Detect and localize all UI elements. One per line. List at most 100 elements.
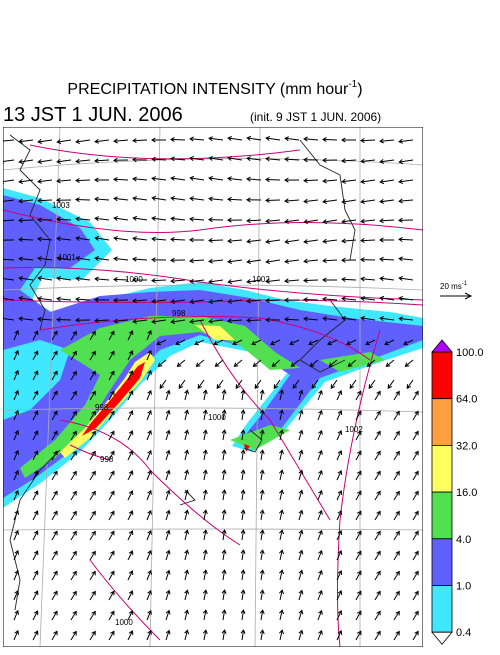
wind-arrow	[216, 379, 224, 389]
wind-arrow	[56, 139, 72, 145]
colorbar: 100.0 64.0 32.0 16.0 4.0 1.0 0.4	[431, 339, 484, 645]
wind-arrow	[127, 470, 134, 481]
wind-arrow	[355, 490, 362, 501]
wind-arrow	[240, 589, 246, 601]
wind-arrow	[336, 470, 343, 481]
wind-arrow	[113, 196, 129, 202]
wind-arrow	[327, 339, 338, 346]
colorbar-segment	[431, 398, 453, 446]
wind-arrow	[235, 379, 243, 389]
wind-arrow	[170, 319, 186, 325]
wind-arrow	[184, 469, 190, 481]
wind-arrow	[341, 178, 357, 184]
wind-arrow	[132, 298, 148, 304]
wind-arrow	[336, 630, 343, 641]
wind-arrow	[279, 549, 284, 561]
wind-arrow	[393, 610, 400, 621]
wind-arrow	[113, 157, 129, 163]
wind-arrow	[221, 589, 227, 601]
wind-arrow	[156, 339, 167, 346]
wind-arrow	[240, 389, 246, 401]
wind-arrow	[341, 199, 357, 205]
wind-arrow	[308, 339, 319, 346]
wind-arrow	[317, 509, 323, 521]
wind-arrow	[360, 218, 376, 224]
wind-arrow	[146, 629, 152, 641]
wind-arrow	[146, 589, 152, 601]
wind-arrow	[127, 330, 134, 341]
wind-arrow	[146, 369, 152, 381]
wind-arrow	[94, 276, 110, 282]
wind-arrow	[127, 370, 134, 381]
wind-arrow	[75, 296, 91, 302]
colorbar-over	[431, 339, 453, 353]
wind-arrow	[13, 489, 19, 501]
wind-arrow	[13, 529, 19, 541]
wind-arrow	[379, 256, 395, 262]
wind-arrow	[347, 359, 357, 368]
wind-arrow	[298, 389, 304, 401]
wind-arrow	[146, 509, 152, 521]
wind-arrow	[298, 529, 304, 541]
wind-arrow	[265, 156, 281, 162]
wind-arrow	[189, 196, 205, 202]
wind-arrow	[298, 509, 304, 521]
wind-arrow	[13, 609, 19, 621]
wind-arrow	[94, 235, 110, 241]
wind-arrow	[322, 258, 338, 264]
wind-arrow	[70, 530, 77, 541]
isobar-label: 1000	[208, 413, 226, 422]
wind-arrow	[51, 350, 58, 361]
vector-legend-label: 20 ms-1	[440, 281, 468, 291]
wind-arrow	[32, 330, 39, 341]
wind-arrow	[165, 509, 171, 521]
wind-arrow	[265, 317, 281, 323]
wind-arrow	[70, 510, 77, 521]
wind-arrow	[398, 316, 414, 322]
wind-arrow	[355, 430, 362, 441]
wind-arrow	[355, 630, 362, 641]
wind-arrow	[227, 176, 243, 182]
wind-arrow	[108, 490, 115, 501]
wind-arrow	[13, 549, 19, 561]
wind-arrow	[317, 409, 323, 421]
wind-arrow	[146, 329, 152, 341]
wind-arrow	[355, 450, 362, 461]
wind-arrow	[374, 570, 381, 581]
wind-arrow	[178, 379, 186, 389]
wind-arrow	[279, 489, 284, 501]
wind-arrow	[336, 410, 343, 421]
wind-arrow	[232, 339, 243, 346]
wind-arrow	[146, 389, 152, 401]
wind-arrow	[189, 136, 205, 142]
wind-arrow	[271, 359, 281, 368]
wind-arrow	[151, 278, 167, 284]
wind-arrow	[221, 469, 227, 481]
wind-arrow	[89, 410, 96, 421]
wind-arrow	[56, 216, 72, 222]
wind-arrow	[51, 450, 58, 461]
wind-arrow	[56, 178, 72, 184]
wind-arrow	[108, 330, 115, 341]
isobar-label: 1002	[345, 425, 363, 434]
wind-arrow	[208, 136, 224, 142]
wind-arrow	[246, 259, 262, 265]
wind-arrow	[259, 489, 265, 501]
wind-arrow	[165, 629, 171, 641]
wind-arrow	[32, 430, 39, 441]
wind-arrow	[37, 316, 53, 322]
wind-arrow	[32, 350, 39, 361]
wind-arrow	[94, 177, 110, 183]
wind-arrow	[303, 178, 319, 184]
wind-arrow	[233, 359, 243, 368]
wind-arrow	[208, 196, 224, 202]
wind-arrow	[132, 157, 148, 163]
wind-arrow	[94, 138, 110, 144]
wind-arrow	[113, 318, 129, 324]
wind-arrow	[259, 589, 265, 601]
wind-arrow	[108, 470, 115, 481]
isobar-label: 1003	[52, 201, 70, 210]
wind-arrow	[113, 297, 129, 303]
title: PRECIPITATION INTENSITY (mm hour-1)	[67, 79, 362, 98]
wind-arrow	[398, 275, 414, 281]
